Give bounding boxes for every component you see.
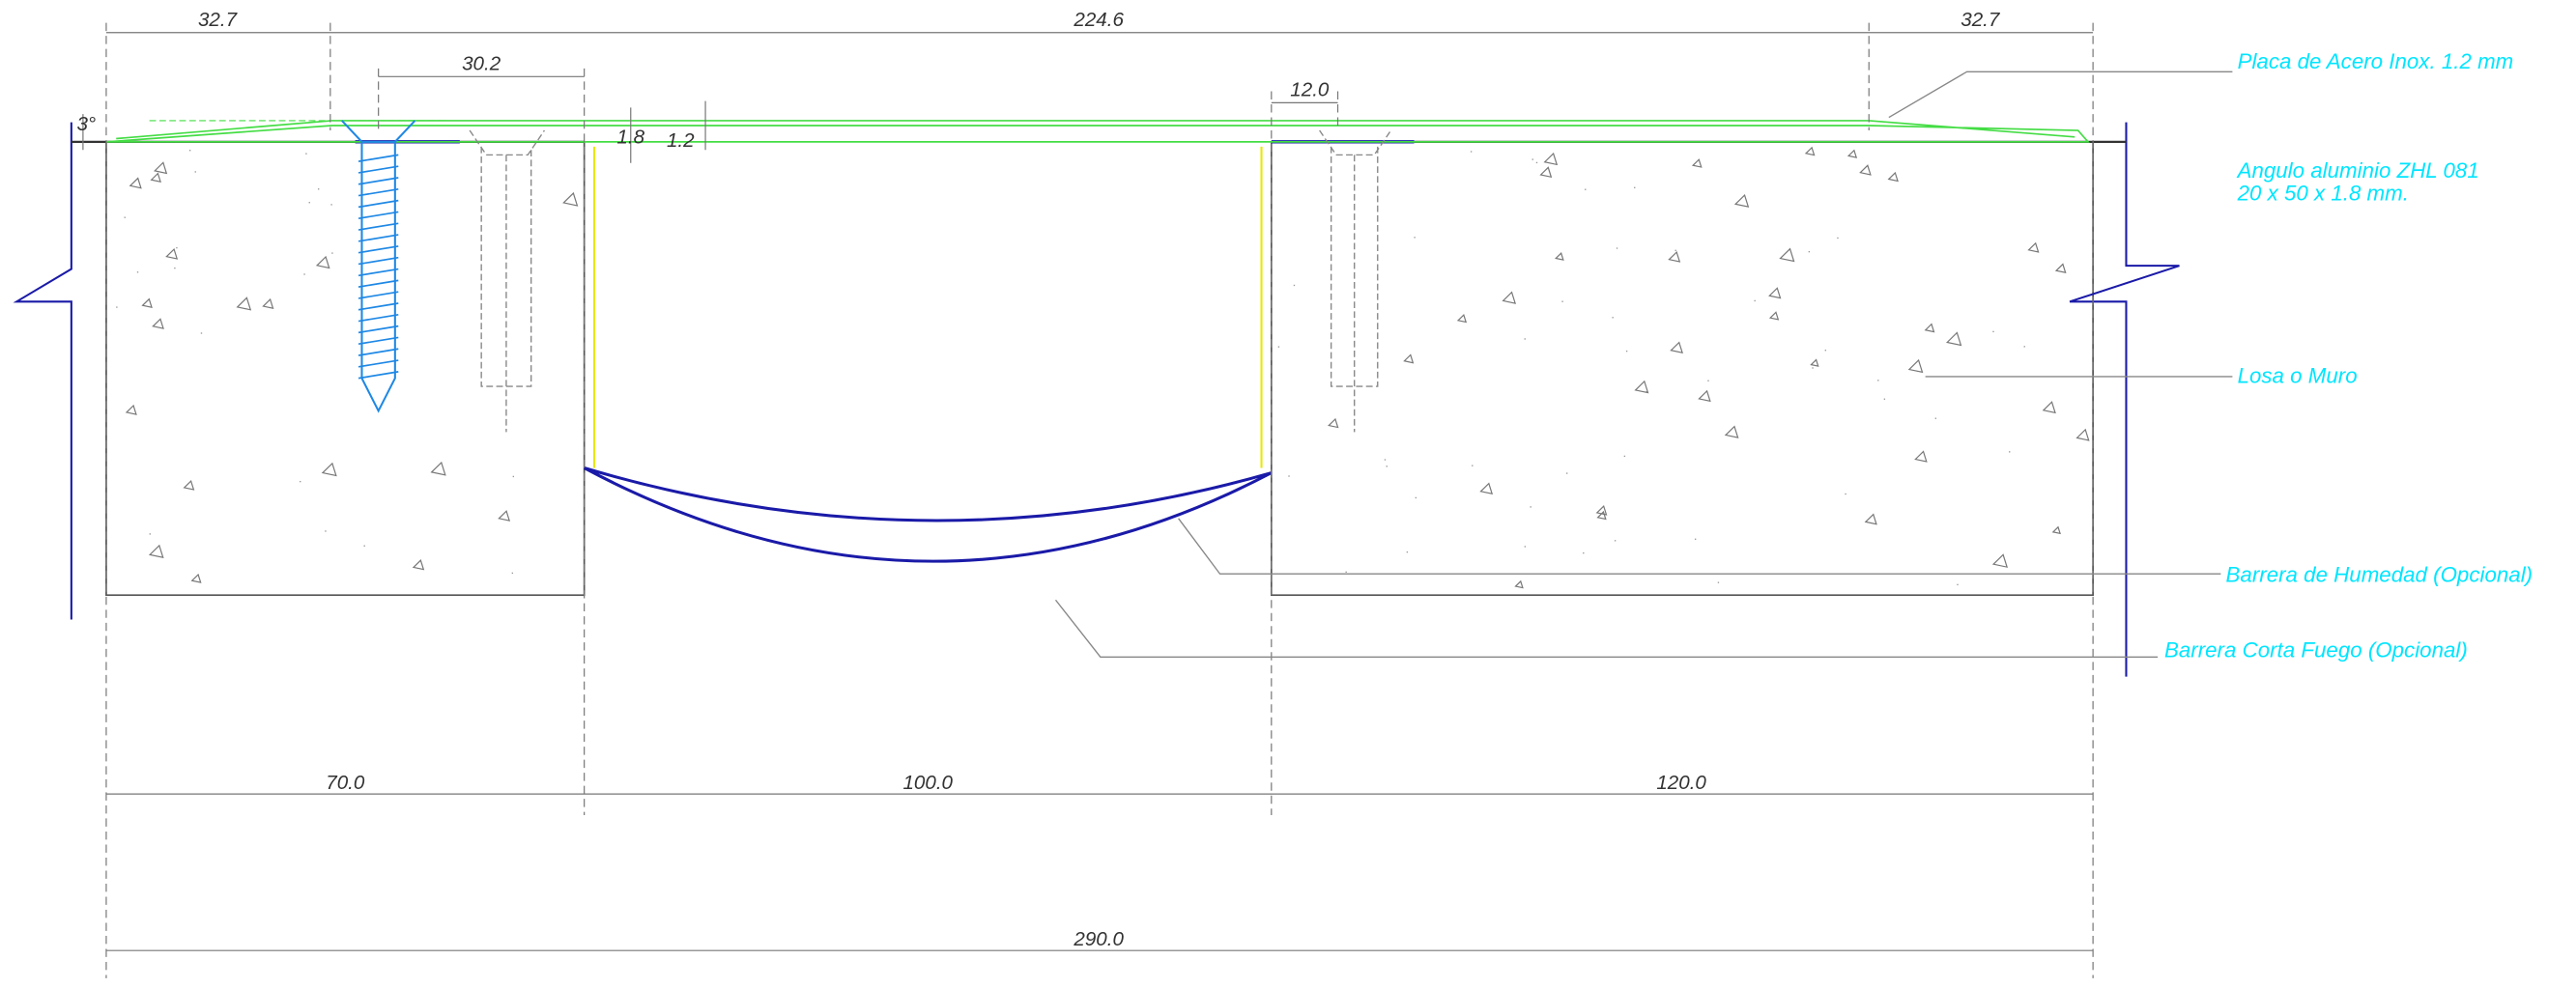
aggregate (165, 247, 179, 260)
aggregate (1914, 450, 1928, 463)
break-line-right (2069, 122, 2180, 677)
aggregate (125, 404, 137, 415)
anchors (469, 129, 1392, 433)
aggregate (321, 462, 337, 477)
aggregate (315, 255, 330, 269)
aggregate (1691, 158, 1703, 168)
annotation: Placa de Acero Inox. 1.2 mm (2238, 49, 2514, 73)
aggregate (1810, 358, 1819, 367)
dim-label: 290.0 (1073, 929, 1124, 950)
aggregate (183, 480, 195, 491)
aggregate (2075, 428, 2090, 441)
dim-label: 1.8 (616, 127, 644, 149)
annotation: Barrera Corta Fuego (Opcional) (2164, 637, 2468, 662)
aggregate (141, 297, 153, 308)
aggregate (2027, 241, 2040, 253)
screw-thread (358, 154, 399, 380)
aggregate (1779, 247, 1795, 263)
aggregate (1698, 389, 1711, 403)
screw-body (341, 120, 416, 413)
aggregate (1924, 323, 1935, 333)
dim-label: 70.0 (326, 773, 365, 794)
aggregate (2051, 525, 2061, 535)
break-line-left (13, 122, 72, 620)
left-slab (105, 141, 586, 597)
aggregate (1864, 513, 1877, 525)
aggregate (1887, 171, 1899, 183)
aggregate (129, 177, 142, 189)
annotation: Angulo aluminio ZHL 081 (2236, 158, 2479, 183)
aggregate (1804, 146, 1816, 156)
aggregate (1668, 250, 1681, 263)
dim-label: 32.7 (198, 10, 238, 31)
aggregate (1403, 353, 1415, 364)
dimension-lines (82, 22, 2094, 978)
dim-label: 1.2 (667, 130, 695, 152)
dim-label: 100.0 (902, 773, 953, 794)
aggregate (148, 544, 164, 559)
aggregate (1991, 553, 2009, 568)
dim-label: 30.2 (462, 54, 501, 75)
aggregate (1514, 579, 1524, 589)
anchor-right (1319, 129, 1392, 433)
barriers (583, 466, 1273, 563)
aggregate (1945, 331, 1962, 347)
steel-plate (105, 120, 2090, 143)
aggregate (412, 559, 425, 571)
dim-label: 12.0 (1290, 80, 1330, 101)
dim-label: 120.0 (1656, 773, 1706, 794)
aggregate (1846, 149, 1858, 158)
aggregate (262, 297, 274, 309)
aggregate (1456, 313, 1468, 324)
concrete (105, 141, 2094, 597)
angle-leg (592, 146, 1263, 468)
aggregate (150, 172, 161, 183)
aggregate (430, 461, 446, 476)
aggregate (1859, 164, 1872, 176)
aggregate (1328, 417, 1339, 429)
aggregate (1768, 287, 1782, 299)
aggregate (2054, 263, 2067, 274)
aggregate (1768, 311, 1780, 321)
aggregate (1555, 252, 1564, 261)
right-slab (1270, 141, 2094, 597)
aggregate (1543, 152, 1559, 166)
aggregate (2042, 401, 2056, 414)
annotation: 20 x 50 x 1.8 mm. (2237, 182, 2409, 206)
dimensions: 32.7 224.6 32.7 30.2 12.0 1.8 1.2 3° 70.… (76, 10, 2000, 950)
aggregate (1907, 358, 1924, 374)
dim-label: 3° (76, 114, 96, 135)
aggregate (1733, 193, 1750, 208)
aggregate (1502, 291, 1517, 304)
annotation: Barrera de Humedad (Opcional) (2226, 563, 2533, 587)
annotations: Placa de Acero Inox. 1.2 mm Angulo alumi… (2164, 49, 2533, 662)
aggregate (1670, 341, 1683, 354)
dim-label: 32.7 (1961, 10, 2000, 31)
aggregate (562, 191, 579, 207)
aggregate (1596, 510, 1607, 521)
dim-label: 224.6 (1073, 10, 1124, 31)
aggregate (498, 510, 511, 522)
aggregate (190, 573, 202, 583)
annotation: Losa o Muro (2238, 364, 2358, 388)
aggregate (1634, 380, 1649, 394)
aggregate (1479, 482, 1494, 495)
leaders (1054, 71, 2233, 658)
aggregate (236, 296, 252, 311)
aggregate (1539, 166, 1553, 179)
aggregate (153, 161, 168, 175)
aggregate (1724, 425, 1739, 438)
anchor-left (469, 129, 546, 433)
aggregate (152, 318, 164, 329)
screw (341, 120, 416, 413)
